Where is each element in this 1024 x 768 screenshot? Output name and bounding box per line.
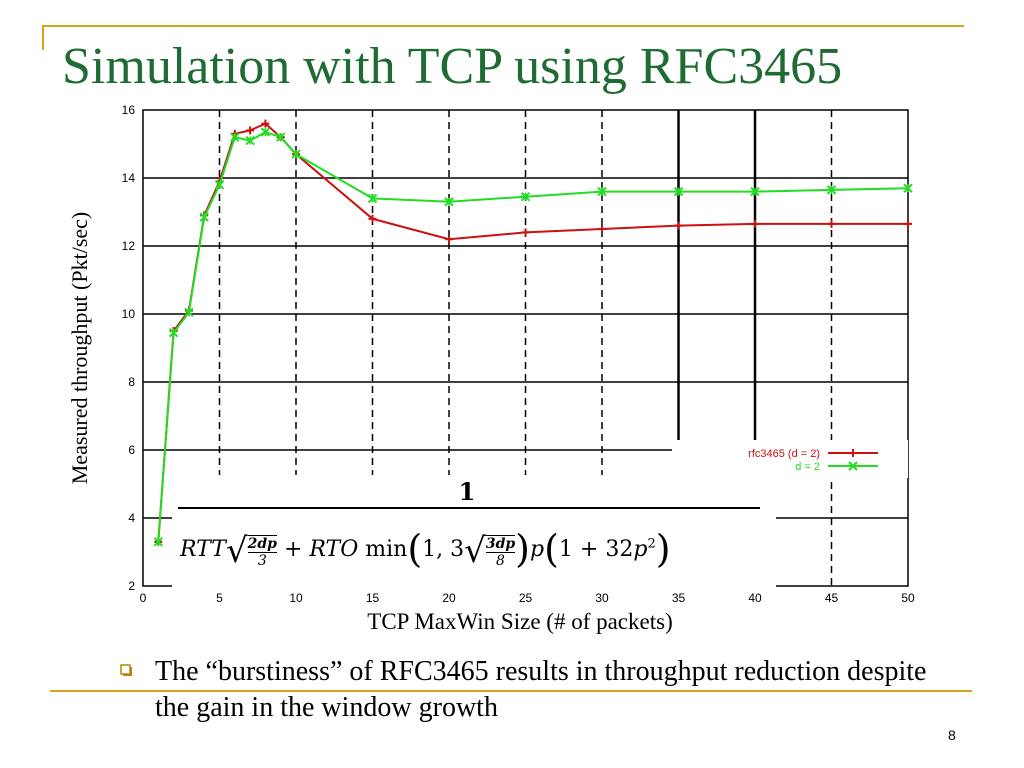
data-point [214, 180, 225, 190]
data-point [597, 186, 607, 197]
y-axis-label: Measured throughput (Pkt/sec) [67, 212, 92, 485]
formula-denominator: RTT√ 2dp 3 + RTO min(1, 3√ 3dp 8)p(1 + 32p2) [180, 527, 671, 571]
y-tick-labels: 2 4 6 8 10 12 14 16 [122, 103, 136, 593]
throughput-formula: 1 RTT√ 2dp 3 + RTO min(1, 3√ 3dp 8)p(1 + 32p… [172, 475, 776, 587]
y-tick-label: 4 [128, 511, 135, 525]
data-point [751, 219, 759, 228]
data-point [367, 193, 378, 204]
data-point [246, 126, 255, 135]
y-tick-label: 8 [128, 375, 135, 389]
data-point [184, 307, 194, 318]
x-tick-label: 5 [216, 591, 223, 605]
data-point [903, 183, 913, 193]
data-point [445, 235, 453, 244]
legend-label: d = 2 [795, 461, 820, 473]
series-line-d2 [157, 131, 909, 542]
data-point [199, 212, 209, 222]
x-tick-label: 15 [366, 591, 380, 605]
x-tick-label: 35 [672, 591, 686, 605]
y-tick-label: 14 [122, 171, 136, 185]
throughput-chart: 2 4 6 8 10 12 14 16 0 5 10 15 20 25 30 35 40 45 50 rfc346… [67, 103, 915, 634]
x-tick-label: 45 [825, 591, 839, 605]
data-point [368, 214, 377, 223]
x-tick-label: 40 [748, 591, 762, 605]
y-tick-label: 12 [122, 239, 136, 253]
y-tick-label: 16 [122, 103, 136, 117]
data-point [230, 132, 240, 142]
bullet-icon [120, 664, 132, 676]
legend-marker [848, 461, 858, 471]
x-tick-label: 10 [289, 591, 303, 605]
data-point [827, 219, 836, 228]
data-point [750, 186, 760, 197]
page-number: 8 [948, 727, 956, 743]
corner-accent-line [42, 25, 44, 50]
data-point [674, 221, 683, 230]
x-axis-label: TCP MaxWin Size (# of packets) [367, 609, 672, 634]
bottom-accent-line [50, 690, 972, 692]
y-tick-label: 6 [128, 443, 135, 457]
formula-fraction-bar [178, 507, 760, 509]
top-accent-line [42, 25, 964, 27]
legend: rfc3465 (d = 2)d = 2 [672, 440, 908, 478]
x-tick-label: 0 [140, 591, 147, 605]
data-point [153, 537, 164, 547]
data-point [444, 197, 454, 207]
data-point [598, 225, 606, 233]
data-point [245, 135, 255, 146]
data-point [261, 119, 270, 128]
data-point [904, 219, 912, 228]
x-tick-label: 20 [442, 591, 456, 605]
data-point [521, 228, 530, 237]
data-point [673, 186, 684, 197]
series-layer [153, 119, 913, 547]
x-tick-label: 25 [519, 591, 533, 605]
formula-numerator: 1 [458, 477, 476, 506]
x-tick-label: 50 [901, 591, 915, 605]
data-point [260, 127, 271, 137]
x-tick-label: 30 [595, 591, 609, 605]
legend-background [672, 440, 908, 478]
legend-label: rfc3465 (d = 2) [748, 448, 820, 460]
y-tick-label: 10 [122, 307, 136, 321]
data-point [520, 191, 531, 202]
data-point [275, 132, 286, 142]
data-point [168, 327, 179, 338]
x-tick-labels: 0 5 10 15 20 25 30 35 40 45 50 [140, 591, 915, 605]
data-point [291, 149, 301, 159]
data-point [826, 185, 837, 195]
y-tick-label: 2 [128, 579, 135, 593]
slide-title: Simulation with TCP using RFC3465 [62, 38, 843, 95]
bullet-text: The “burstiness” of RFC3465 results in t… [155, 656, 927, 723]
